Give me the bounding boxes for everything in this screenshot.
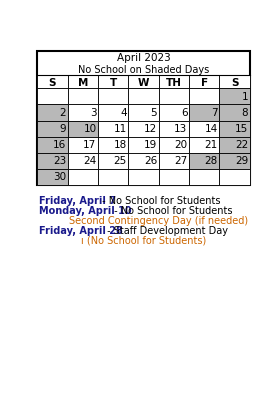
Bar: [219, 137, 250, 153]
Text: Second Contingency Day (if needed): Second Contingency Day (if needed): [69, 215, 248, 225]
Bar: [128, 170, 159, 186]
Bar: [159, 89, 189, 105]
Text: 4: 4: [120, 108, 127, 117]
Bar: [37, 170, 68, 186]
Bar: [37, 153, 68, 170]
Text: 29: 29: [235, 156, 248, 166]
Text: T: T: [109, 78, 117, 88]
Text: 22: 22: [235, 140, 248, 150]
Text: 12: 12: [144, 124, 157, 134]
Text: 13: 13: [174, 124, 187, 134]
Bar: [159, 170, 189, 186]
Bar: [189, 153, 219, 170]
Text: Monday, April 10: Monday, April 10: [39, 205, 132, 215]
Bar: [159, 121, 189, 137]
Text: 18: 18: [113, 140, 127, 150]
Bar: [159, 153, 189, 170]
Bar: [68, 137, 98, 153]
Text: 5: 5: [150, 108, 157, 117]
Bar: [37, 137, 68, 153]
Text: F: F: [200, 78, 208, 88]
Bar: [68, 89, 98, 105]
Text: 21: 21: [204, 140, 218, 150]
Text: M: M: [78, 78, 88, 88]
Bar: [128, 89, 159, 105]
Text: W: W: [138, 78, 149, 88]
Text: 9: 9: [59, 124, 66, 134]
Bar: [189, 121, 219, 137]
Bar: [128, 137, 159, 153]
Bar: [128, 121, 159, 137]
Bar: [98, 137, 128, 153]
Text: TH: TH: [166, 78, 182, 88]
Text: 30: 30: [53, 172, 66, 182]
Bar: [68, 153, 98, 170]
Bar: [37, 52, 250, 186]
Bar: [98, 76, 128, 89]
Bar: [128, 76, 159, 89]
Bar: [68, 121, 98, 137]
Bar: [219, 170, 250, 186]
Text: 19: 19: [144, 140, 157, 150]
Text: - No School for Students: - No School for Students: [111, 205, 233, 215]
Bar: [159, 137, 189, 153]
Bar: [98, 89, 128, 105]
Bar: [98, 153, 128, 170]
Bar: [219, 121, 250, 137]
Bar: [98, 170, 128, 186]
Bar: [219, 105, 250, 121]
Text: 23: 23: [53, 156, 66, 166]
Bar: [219, 76, 250, 89]
Bar: [68, 76, 98, 89]
Text: 17: 17: [83, 140, 96, 150]
Text: 7: 7: [211, 108, 218, 117]
Text: 6: 6: [181, 108, 187, 117]
Bar: [68, 170, 98, 186]
Bar: [37, 105, 68, 121]
Text: S: S: [49, 78, 56, 88]
Bar: [189, 170, 219, 186]
Text: 10: 10: [83, 124, 96, 134]
Bar: [68, 105, 98, 121]
Text: 20: 20: [174, 140, 187, 150]
Text: S: S: [231, 78, 238, 88]
Bar: [189, 89, 219, 105]
Bar: [128, 153, 159, 170]
Text: 27: 27: [174, 156, 187, 166]
Bar: [219, 153, 250, 170]
Text: 28: 28: [204, 156, 218, 166]
Text: ı (No School for Students): ı (No School for Students): [81, 235, 206, 245]
Text: April 2023: April 2023: [117, 53, 170, 63]
Bar: [37, 76, 68, 89]
Text: 2: 2: [59, 108, 66, 117]
Bar: [37, 121, 68, 137]
Text: 25: 25: [113, 156, 127, 166]
Text: 3: 3: [90, 108, 96, 117]
Text: Friday, April 28: Friday, April 28: [39, 225, 123, 235]
Bar: [98, 121, 128, 137]
Bar: [219, 89, 250, 105]
Text: - No School for Students: - No School for Students: [99, 195, 220, 205]
Bar: [37, 89, 68, 105]
Bar: [159, 105, 189, 121]
Bar: [189, 137, 219, 153]
Text: 1: 1: [242, 91, 248, 101]
Bar: [189, 105, 219, 121]
Text: No School on Shaded Days: No School on Shaded Days: [78, 65, 209, 75]
Text: - Staff Development Day: - Staff Development Day: [104, 225, 228, 235]
Text: 26: 26: [144, 156, 157, 166]
Text: 16: 16: [53, 140, 66, 150]
Text: 15: 15: [235, 124, 248, 134]
Text: 24: 24: [83, 156, 96, 166]
Bar: [189, 76, 219, 89]
Text: Friday, April 7: Friday, April 7: [39, 195, 116, 205]
Text: 11: 11: [113, 124, 127, 134]
Bar: [128, 105, 159, 121]
Bar: [159, 76, 189, 89]
Text: 14: 14: [204, 124, 218, 134]
Text: 8: 8: [242, 108, 248, 117]
Bar: [98, 105, 128, 121]
